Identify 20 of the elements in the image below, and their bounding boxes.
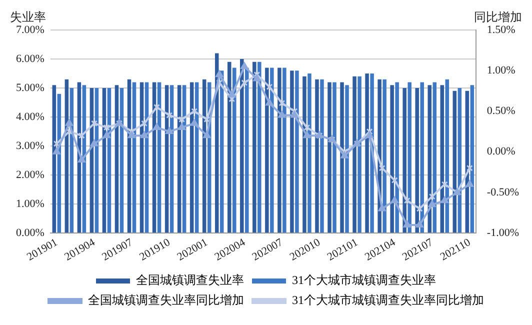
y-tick-label: 5.00% [16, 82, 44, 94]
y-tick-label: 0.00% [16, 226, 44, 239]
y2-tick-label: 1.00% [486, 64, 516, 77]
y-tick-label: 7.00% [16, 24, 44, 36]
legend-label: 全国城镇调查失业率同比增加 [88, 293, 244, 308]
y-tick-label: 6.00% [16, 52, 44, 65]
y-tick-label: 4.00% [16, 110, 44, 123]
y2-tick-label: -0.50% [486, 186, 519, 198]
y2-axis-title: 同比增加 [474, 10, 522, 24]
legend-label: 全国城镇调查失业率 [136, 273, 244, 288]
legend-label: 31个大城市城镇调查失业率 [292, 273, 436, 288]
y-axis-title: 失业率 [10, 10, 46, 24]
y-tick-label: 2.00% [16, 168, 44, 181]
y2-tick-label: 0.50% [486, 105, 516, 118]
y2-tick-label: 1.50% [486, 24, 516, 36]
y-tick-label: 1.00% [16, 198, 44, 210]
y-tick-label: 3.00% [16, 140, 44, 152]
y2-tick-label: 0.00% [486, 146, 516, 158]
legend-label: 31个大城市城镇调查失业率同比增加 [292, 293, 484, 308]
y2-tick-label: -1.00% [486, 226, 519, 239]
